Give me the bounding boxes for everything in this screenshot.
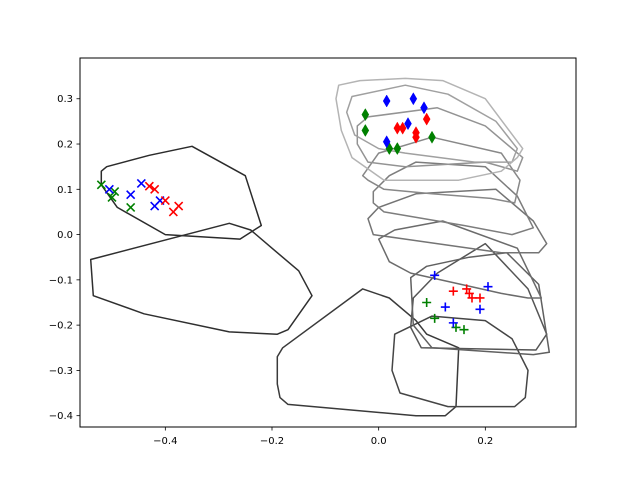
x-axis: −0.4 −0.2 0.0 0.2 bbox=[153, 427, 493, 447]
hull-3 bbox=[391, 315, 529, 408]
point-s0-0 bbox=[96, 180, 106, 190]
y-axis: −0.4 −0.3 −0.2 −0.1 0.0 0.1 0.2 0.3 bbox=[49, 94, 80, 422]
point-s6-1 bbox=[430, 313, 440, 323]
point-s4-3 bbox=[382, 135, 391, 149]
point-s5-4 bbox=[422, 112, 431, 126]
point-s3-1 bbox=[361, 123, 370, 137]
markers-layer bbox=[96, 92, 493, 335]
point-s2-4 bbox=[174, 201, 184, 211]
y-tick-label-0: −0.4 bbox=[49, 411, 73, 422]
point-s2-0 bbox=[144, 181, 154, 191]
point-s8-3 bbox=[467, 293, 477, 303]
point-s0-3 bbox=[126, 202, 136, 212]
point-s0-1 bbox=[110, 186, 120, 197]
hull-1 bbox=[89, 222, 313, 335]
point-s3-4 bbox=[428, 130, 436, 144]
point-s4-2 bbox=[420, 101, 428, 115]
x-tick-label-3: 0.2 bbox=[477, 436, 493, 447]
point-s8-4 bbox=[475, 293, 485, 303]
point-s8-1 bbox=[462, 284, 472, 294]
hull-10 bbox=[356, 107, 524, 172]
y-tick-label-5: 0.1 bbox=[57, 185, 73, 196]
point-s3-3 bbox=[393, 142, 402, 156]
point-s6-3 bbox=[459, 325, 469, 335]
point-s0-2 bbox=[107, 192, 117, 203]
y-tick-label-2: −0.2 bbox=[49, 321, 73, 332]
x-tick-label-2: 0.0 bbox=[371, 436, 387, 447]
plot-frame bbox=[79, 57, 577, 428]
point-s2-2 bbox=[160, 196, 170, 206]
point-s5-0 bbox=[393, 121, 402, 135]
point-s2-1 bbox=[150, 184, 160, 194]
point-s5-3 bbox=[412, 130, 420, 144]
point-s1-2 bbox=[136, 178, 146, 188]
hull-0 bbox=[100, 145, 263, 240]
point-s5-1 bbox=[398, 121, 407, 135]
hull-5 bbox=[409, 251, 551, 356]
hull-6 bbox=[377, 220, 543, 299]
point-s4-0 bbox=[382, 94, 391, 108]
x-tick-label-1: −0.2 bbox=[260, 436, 284, 447]
point-s1-1 bbox=[126, 190, 136, 200]
y-tick-label-7: 0.3 bbox=[57, 94, 73, 105]
hulls-layer bbox=[89, 77, 551, 417]
point-s6-2 bbox=[451, 322, 461, 332]
point-s4-1 bbox=[409, 92, 418, 106]
x-tick-label-0: −0.4 bbox=[153, 436, 177, 447]
point-s7-1 bbox=[440, 302, 450, 312]
point-s4-4 bbox=[404, 117, 412, 131]
hull-12 bbox=[335, 77, 524, 181]
point-s7-0 bbox=[430, 270, 440, 280]
hull-11 bbox=[345, 84, 519, 163]
hull-7 bbox=[367, 188, 548, 254]
hull-2 bbox=[276, 288, 460, 417]
point-s3-0 bbox=[361, 108, 370, 122]
point-s7-2 bbox=[448, 318, 458, 328]
hull-4 bbox=[409, 242, 548, 351]
point-s8-2 bbox=[464, 288, 474, 298]
y-tick-label-4: 0.0 bbox=[57, 230, 73, 241]
point-s6-0 bbox=[422, 297, 432, 307]
y-tick-label-1: −0.3 bbox=[49, 366, 73, 377]
point-s8-0 bbox=[448, 286, 458, 296]
point-s1-0 bbox=[104, 184, 114, 194]
point-s7-4 bbox=[483, 282, 493, 292]
y-tick-label-3: −0.1 bbox=[49, 275, 73, 286]
point-s7-3 bbox=[475, 304, 485, 314]
hull-9 bbox=[361, 136, 521, 204]
y-tick-label-6: 0.2 bbox=[57, 140, 73, 151]
